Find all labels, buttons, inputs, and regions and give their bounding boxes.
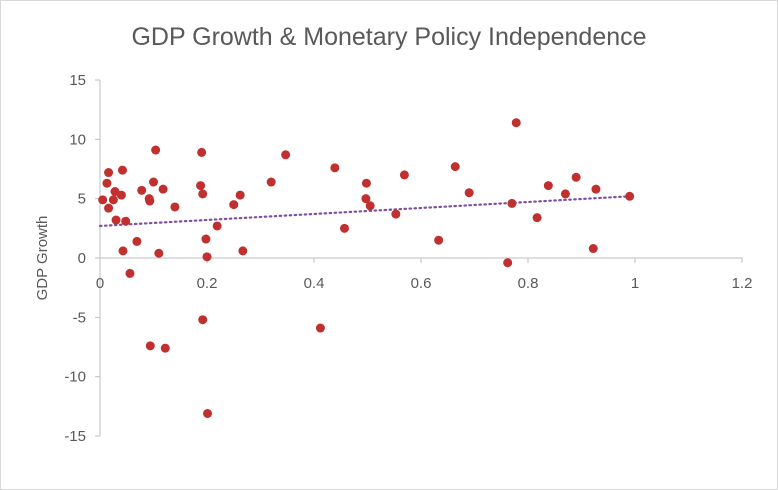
data-point — [315, 323, 325, 333]
data-point — [229, 200, 239, 210]
data-point — [507, 198, 517, 208]
y-tick-label: 15 — [69, 72, 86, 89]
data-point — [196, 181, 206, 191]
data-point — [361, 194, 371, 204]
data-point — [117, 165, 127, 175]
x-tick-label: 1.2 — [732, 275, 753, 292]
data-point — [591, 184, 601, 194]
data-point — [339, 223, 349, 233]
data-point — [104, 203, 114, 213]
x-tick-label: 0.6 — [411, 275, 432, 292]
data-point — [160, 343, 170, 353]
y-tick-label: 0 — [78, 250, 86, 267]
chart-title: GDP Growth & Monetary Policy Independenc… — [131, 23, 646, 51]
trendline — [98, 195, 631, 228]
data-point — [330, 163, 340, 173]
data-point — [235, 190, 245, 200]
data-point — [108, 195, 118, 205]
data-point — [464, 188, 474, 198]
data-point — [201, 234, 211, 244]
data-point — [588, 244, 598, 254]
data-point — [118, 246, 128, 256]
data-point — [281, 150, 291, 160]
y-tick-label: -15 — [64, 428, 86, 445]
data-point — [212, 221, 222, 231]
data-point — [238, 246, 248, 256]
data-point — [198, 315, 208, 325]
data-point — [625, 191, 635, 201]
data-point — [151, 145, 161, 155]
x-tick-label: 0.8 — [518, 275, 539, 292]
data-point — [102, 178, 112, 188]
data-point — [104, 168, 114, 178]
data-point — [125, 268, 135, 278]
data-point — [111, 215, 121, 225]
axes: 15 10 5 0 -5 -10 -15 0 0.2 0.4 0.6 0.8 1 1.2 — [64, 72, 752, 445]
x-tick-label: 0 — [96, 275, 104, 292]
y-tick-label: -10 — [64, 369, 86, 386]
data-point — [137, 185, 147, 195]
data-point — [149, 177, 158, 187]
data-point — [197, 147, 207, 157]
data-point — [560, 189, 570, 199]
data-point — [391, 209, 401, 219]
y-tick-label: -5 — [73, 309, 86, 326]
x-tick-label: 0.2 — [197, 275, 218, 292]
data-point — [511, 118, 521, 128]
data-point — [532, 213, 542, 223]
data-point — [203, 408, 213, 418]
x-tick-label: 0.4 — [304, 275, 325, 292]
data-point — [361, 178, 371, 188]
data-point — [399, 170, 409, 180]
x-tick-label: 1 — [631, 275, 639, 292]
data-point — [145, 196, 155, 206]
data-point — [98, 195, 108, 205]
y-tick-label: 5 — [78, 191, 86, 208]
data-point — [365, 201, 375, 211]
y-axis-title: GDP Growth — [34, 216, 51, 301]
data-point — [145, 341, 155, 351]
data-points — [98, 118, 635, 418]
data-point — [543, 181, 553, 191]
data-point — [154, 248, 164, 258]
data-point — [170, 202, 180, 212]
data-point — [132, 236, 142, 246]
y-tick-label: 10 — [69, 131, 86, 148]
data-point — [158, 184, 168, 194]
data-point — [121, 216, 131, 226]
data-point — [202, 252, 212, 262]
data-point — [571, 172, 581, 182]
data-point — [116, 190, 126, 200]
trendline-group — [98, 195, 631, 228]
data-point — [198, 189, 208, 199]
data-point — [503, 258, 513, 268]
data-point — [450, 162, 460, 172]
data-point — [266, 177, 276, 187]
data-point — [434, 235, 444, 245]
